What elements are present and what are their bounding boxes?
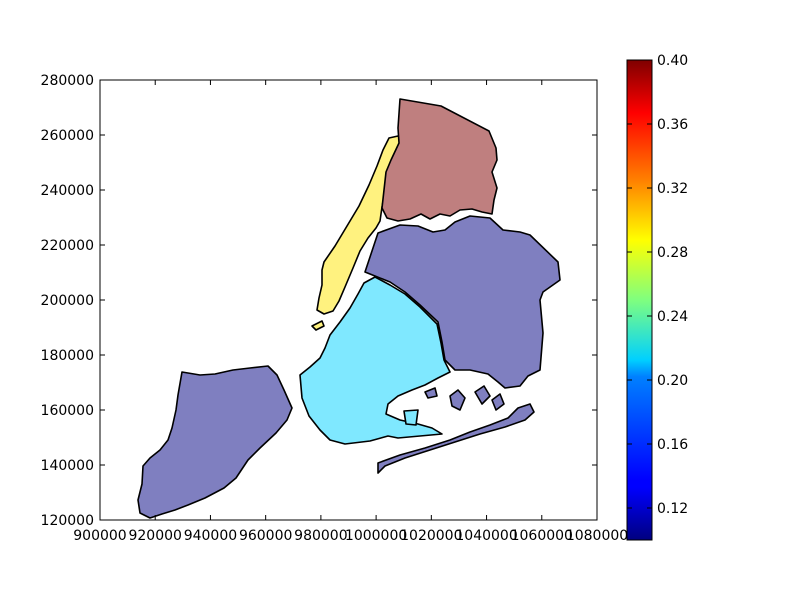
colorbar-tick-label: 0.16: [657, 437, 688, 453]
map-regions: [137, 98, 561, 519]
colorbar-ticks: 0.12 0.16 0.20 0.24 0.28 0.32 0.36 0.40: [627, 53, 688, 517]
y-tick-label: 260000: [41, 128, 94, 144]
x-tick-label: 1040000: [455, 528, 517, 544]
x-tick-label: 1000000: [345, 528, 407, 544]
y-tick-label: 140000: [41, 458, 94, 474]
colorbar-tick-label: 0.24: [657, 309, 688, 325]
island-governors: [311, 320, 325, 331]
y-tick-label: 240000: [41, 183, 94, 199]
x-tick-label: 920000: [128, 528, 181, 544]
y-tick-label: 200000: [41, 293, 94, 309]
colorbar: 0.12 0.16 0.20 0.24 0.28 0.32 0.36 0.40: [626, 53, 688, 541]
x-tick-label: 1060000: [511, 528, 573, 544]
jamaica-bay-island-1: [424, 387, 438, 399]
colorbar-tick-label: 0.32: [657, 181, 688, 197]
y-tick-label: 160000: [41, 403, 94, 419]
x-axis: 900000 920000 940000 960000 9800001000000102…: [73, 80, 628, 544]
colorbar-tick-label: 0.28: [657, 245, 688, 261]
x-tick-label: 1020000: [400, 528, 462, 544]
borough-queens-rockaway: [377, 403, 535, 474]
x-tick-label: 900000: [73, 528, 126, 544]
borough-queens: [364, 215, 561, 389]
jamaica-bay-island-3: [474, 385, 491, 405]
y-tick-label: 120000: [41, 513, 94, 529]
y-tick-label: 280000: [41, 73, 94, 89]
colorbar-tick-label: 0.20: [657, 373, 688, 389]
y-axis: 120000 140000 160000 180000 200000 220000 2400…: [41, 73, 597, 529]
colorbar-tick-label: 0.12: [657, 501, 688, 517]
x-tick-label: 940000: [184, 528, 237, 544]
colorbar-tick-label: 0.40: [657, 53, 688, 69]
jamaica-bay-island-4: [491, 393, 505, 411]
y-tick-label: 180000: [41, 348, 94, 364]
x-tick-label: 1080000: [566, 528, 628, 544]
borough-brooklyn: [299, 276, 451, 445]
x-tick-label: 960000: [239, 528, 292, 544]
colorbar-tick-label: 0.36: [657, 117, 688, 133]
jamaica-bay-island-2: [449, 389, 466, 411]
colorbar-gradient: [626, 59, 653, 541]
island-small-1: [403, 409, 419, 426]
borough-bronx: [381, 98, 498, 222]
y-tick-label: 220000: [41, 238, 94, 254]
borough-staten-island: [137, 365, 293, 519]
x-tick-label: 980000: [294, 528, 347, 544]
